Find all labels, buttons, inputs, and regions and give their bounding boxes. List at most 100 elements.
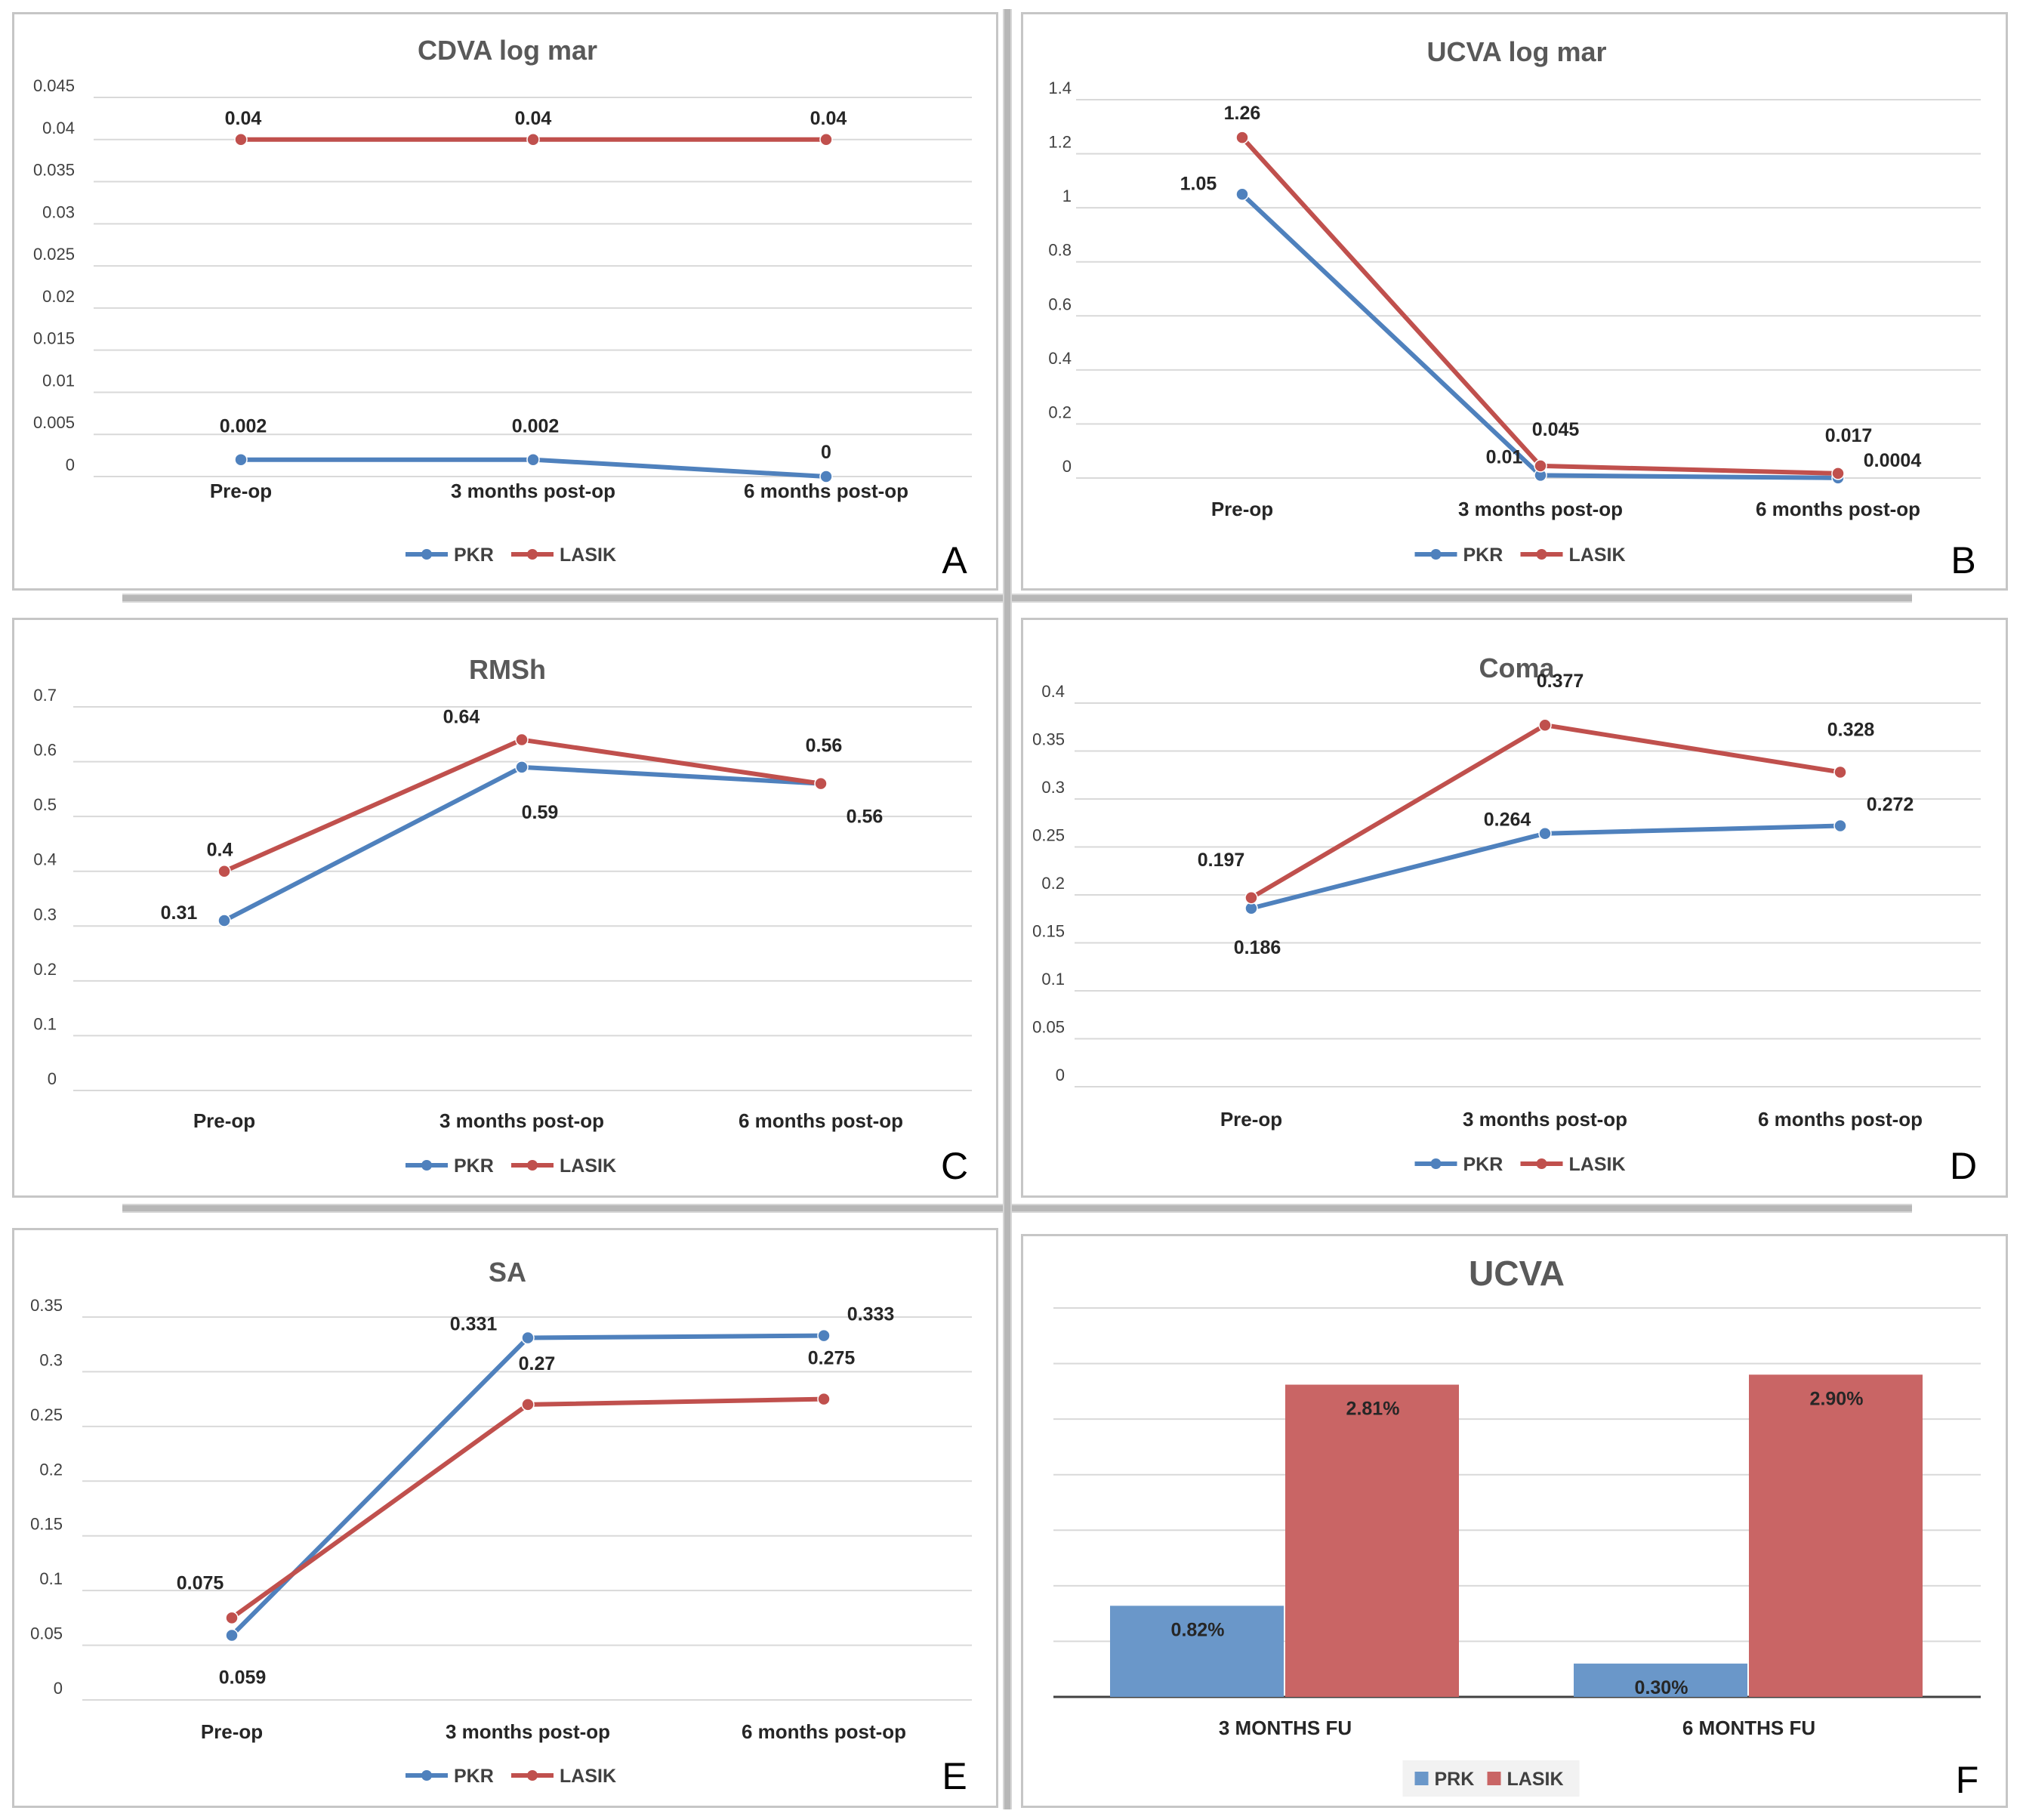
data-label: 0.002 bbox=[512, 416, 560, 437]
y-tick-label: 0.25 bbox=[30, 1405, 63, 1424]
chart-title: UCVA bbox=[1469, 1254, 1565, 1293]
data-label: 0.272 bbox=[1867, 794, 1914, 816]
data-label: 0.264 bbox=[1484, 810, 1531, 831]
y-tick-label: 0.04 bbox=[42, 119, 75, 137]
x-tick-label: Pre-op bbox=[201, 1720, 263, 1743]
data-label: 0.30% bbox=[1635, 1677, 1688, 1698]
data-label: 1.05 bbox=[1180, 173, 1217, 194]
data-point bbox=[521, 1398, 535, 1411]
x-tick-label: Pre-op bbox=[193, 1109, 255, 1132]
legend: PKR LASIK bbox=[406, 1766, 616, 1787]
legend-label: LASIK bbox=[1507, 1769, 1564, 1790]
data-label: 2.81% bbox=[1346, 1399, 1400, 1420]
y-tick-label: 0.02 bbox=[42, 287, 75, 306]
legend-label: PKR bbox=[1463, 1154, 1503, 1175]
panel-f: UCVA 3 MONTHS FU 0.82% 2.81% 6 MONTHS FU 0.30… bbox=[1021, 1234, 2008, 1808]
y-tick-label: 0.005 bbox=[33, 413, 75, 432]
x-tick-label: 3 months post-op bbox=[439, 1109, 604, 1132]
data-label: 0.197 bbox=[1198, 850, 1245, 871]
data-label: 0.31 bbox=[161, 902, 198, 924]
y-tick-label: 0.3 bbox=[39, 1350, 63, 1369]
data-point bbox=[1538, 826, 1552, 841]
legend-swatch bbox=[1414, 1772, 1429, 1785]
data-point bbox=[526, 133, 540, 147]
legend: PRK LASIK bbox=[1402, 1760, 1580, 1797]
data-label: 0.331 bbox=[450, 1314, 498, 1335]
data-label: 0.27 bbox=[519, 1353, 556, 1374]
chart-title: RMSh bbox=[469, 654, 546, 685]
legend-marker bbox=[421, 1770, 432, 1781]
chart-cdva: CDVA log mar 0 0.005 0.01 0.015 0.02 0.025 0.03… bbox=[33, 35, 972, 581]
legend: PKR LASIK bbox=[406, 1155, 616, 1177]
y-tick-label: 0.045 bbox=[33, 76, 75, 95]
y-axis: 0 0.05 0.1 0.15 0.2 0.25 0.3 0.35 bbox=[30, 1296, 972, 1701]
legend: PKR LASIK bbox=[406, 544, 616, 566]
data-label: 0.333 bbox=[847, 1304, 895, 1325]
data-label: 0.002 bbox=[220, 416, 267, 437]
legend-marker bbox=[1536, 1158, 1547, 1169]
y-tick-label: 0.05 bbox=[1032, 1018, 1065, 1037]
data-point bbox=[234, 452, 248, 467]
x-tick-label: Pre-op bbox=[1211, 498, 1273, 520]
x-tick-label: 3 MONTHS FU bbox=[1219, 1717, 1352, 1739]
data-point bbox=[1833, 819, 1847, 833]
x-tick-label: 6 months post-op bbox=[742, 1720, 906, 1743]
data-label: 0.328 bbox=[1827, 719, 1875, 740]
data-label: 0.275 bbox=[808, 1348, 856, 1369]
legend-label: PKR bbox=[454, 1766, 494, 1787]
y-tick-label: 0.3 bbox=[1041, 778, 1065, 797]
y-tick-label: 1.4 bbox=[1048, 79, 1072, 97]
y-tick-label: 0.2 bbox=[1041, 874, 1065, 893]
data-point bbox=[234, 133, 248, 147]
y-tick-label: 0.025 bbox=[33, 245, 75, 264]
divider-horizontal-bottom bbox=[122, 1204, 1912, 1213]
data-label: 0.82% bbox=[1171, 1619, 1225, 1640]
divider-vertical bbox=[1003, 9, 1012, 1809]
y-tick-label: 0.15 bbox=[30, 1515, 63, 1534]
y-tick-label: 0.1 bbox=[39, 1569, 63, 1588]
legend-label: LASIK bbox=[1569, 544, 1626, 566]
data-point bbox=[217, 914, 231, 927]
bar-lasik bbox=[1749, 1374, 1923, 1697]
x-tick-label: 6 MONTHS FU bbox=[1682, 1717, 1815, 1739]
data-label: 0.04 bbox=[515, 108, 552, 129]
x-tick-label: 3 months post-op bbox=[451, 480, 615, 502]
y-tick-label: 0.01 bbox=[42, 371, 75, 390]
x-tick-label: 6 months post-op bbox=[744, 480, 908, 502]
legend-label: PKR bbox=[1463, 544, 1503, 566]
legend-label: LASIK bbox=[560, 1766, 616, 1787]
y-tick-label: 0.2 bbox=[39, 1460, 63, 1479]
y-tick-label: 0.3 bbox=[33, 905, 57, 924]
panel-a: CDVA log mar 0 0.005 0.01 0.015 0.02 0.025 0.03… bbox=[12, 12, 998, 591]
y-tick-label: 0.2 bbox=[1048, 403, 1072, 421]
legend-label: PKR bbox=[454, 1155, 494, 1177]
data-point bbox=[814, 776, 828, 791]
legend-marker bbox=[527, 1770, 538, 1781]
legend-label: LASIK bbox=[1569, 1154, 1626, 1175]
data-point bbox=[819, 133, 833, 147]
series-line-lasik bbox=[230, 1396, 825, 1620]
data-label: 2.90% bbox=[1810, 1388, 1864, 1409]
y-tick-label: 0 bbox=[54, 1679, 63, 1698]
y-tick-label: 0.2 bbox=[33, 960, 57, 979]
data-label: 0.017 bbox=[1825, 425, 1873, 446]
data-label: 0.04 bbox=[810, 108, 847, 129]
x-tick-label: 3 months post-op bbox=[1458, 498, 1623, 520]
panel-b: UCVA log mar 0 0.2 0.4 0.6 0.8 1 1.2 1.4 Pre-op 3 … bbox=[1021, 12, 2008, 591]
y-tick-label: 0.6 bbox=[33, 741, 57, 760]
y-tick-label: 0.8 bbox=[1048, 241, 1072, 260]
legend-label: LASIK bbox=[560, 544, 616, 566]
data-point bbox=[817, 1328, 831, 1343]
data-label: 0.56 bbox=[806, 736, 843, 757]
y-tick-label: 0.4 bbox=[1048, 349, 1072, 368]
y-tick-label: 1.2 bbox=[1048, 133, 1072, 152]
bar-prk bbox=[1574, 1663, 1747, 1697]
x-tick-label: 6 months post-op bbox=[1758, 1108, 1923, 1131]
y-tick-label: 0.5 bbox=[33, 795, 57, 814]
data-point bbox=[1534, 459, 1547, 473]
y-tick-label: 0 bbox=[66, 455, 75, 474]
data-point bbox=[1833, 765, 1847, 779]
legend-label: PKR bbox=[454, 544, 494, 566]
chart-title: UCVA log mar bbox=[1426, 36, 1606, 67]
